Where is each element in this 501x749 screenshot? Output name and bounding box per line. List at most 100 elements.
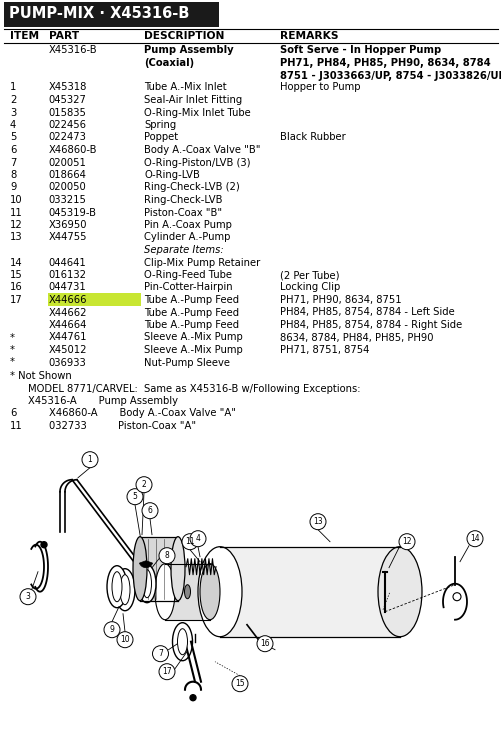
Text: ITEM: ITEM [10,31,39,41]
Text: X44664: X44664 [49,320,87,330]
Circle shape [381,609,387,615]
Ellipse shape [171,537,185,601]
Ellipse shape [199,564,219,619]
Text: 8634, 8784, PH84, PH85, PH90: 8634, 8784, PH84, PH85, PH90 [279,333,432,342]
Ellipse shape [112,571,122,601]
Text: O-Ring-Piston/LVB (3): O-Ring-Piston/LVB (3) [144,157,250,168]
Text: 16: 16 [10,282,23,293]
Circle shape [104,622,120,637]
Text: X44666: X44666 [49,295,87,305]
Text: MODEL 8771/CARVEL:  Same as X45316-B w/Following Exceptions:: MODEL 8771/CARVEL: Same as X45316-B w/Fo… [28,383,360,393]
Text: X44761: X44761 [49,333,87,342]
Text: 11: 11 [185,537,194,546]
Text: 15: 15 [235,679,244,688]
Text: Ring-Check-LVB (2): Ring-Check-LVB (2) [144,183,239,192]
Text: PH71, 8751, 8754: PH71, 8751, 8754 [279,345,368,355]
Text: Sleeve A.-Mix Pump: Sleeve A.-Mix Pump [144,333,242,342]
Text: 11: 11 [10,421,23,431]
Text: 1: 1 [88,455,92,464]
Text: 044641: 044641 [49,258,86,267]
Text: 022456: 022456 [49,120,87,130]
Text: 5: 5 [10,133,17,142]
Text: Seal-Air Inlet Fitting: Seal-Air Inlet Fitting [144,95,242,105]
Circle shape [136,476,152,493]
Bar [4,2,218,27]
Text: X46860-A       Body A.-Coax Valve "A": X46860-A Body A.-Coax Valve "A" [49,408,235,419]
Ellipse shape [115,568,135,610]
Text: Pump Assembly
(Coaxial): Pump Assembly (Coaxial) [144,45,233,68]
Text: 044731: 044731 [49,282,86,293]
Text: 8: 8 [10,170,16,180]
Circle shape [182,534,197,550]
Text: DESCRIPTION: DESCRIPTION [144,31,224,41]
Text: 4: 4 [10,120,16,130]
Text: 12: 12 [10,220,23,230]
Text: O-Ring-Mix Inlet Tube: O-Ring-Mix Inlet Tube [144,108,250,118]
Ellipse shape [377,547,421,637]
Text: Spring: Spring [144,120,176,130]
Text: Separate Items:: Separate Items: [144,245,223,255]
Circle shape [127,488,143,505]
Text: Cylinder A.-Pump: Cylinder A.-Pump [144,232,230,243]
Circle shape [20,589,36,604]
Text: 5: 5 [132,492,137,501]
Circle shape [159,664,175,679]
Circle shape [398,534,414,550]
Text: 020051: 020051 [49,157,86,168]
Text: 015835: 015835 [49,108,86,118]
Text: (2 Per Tube): (2 Per Tube) [279,270,339,280]
Text: 033215: 033215 [49,195,86,205]
Text: X45316-A       Pump Assembly: X45316-A Pump Assembly [28,396,178,406]
Text: X36950: X36950 [49,220,87,230]
Circle shape [117,631,133,648]
Text: *: * [10,345,15,355]
Ellipse shape [107,565,127,607]
Ellipse shape [197,547,241,637]
Text: 10: 10 [120,635,130,644]
Text: X45316-B: X45316-B [49,45,97,55]
Circle shape [82,452,98,467]
Text: Piston-Coax "B": Piston-Coax "B" [144,207,222,217]
Text: PH84, PH85, 8754, 8784 - Left Side: PH84, PH85, 8754, 8784 - Left Side [279,308,453,318]
Text: 15: 15 [10,270,23,280]
Text: 9: 9 [109,625,114,634]
Circle shape [159,548,175,564]
Text: 2: 2 [10,95,17,105]
Ellipse shape [177,628,187,655]
Text: O-Ring-LVB: O-Ring-LVB [144,170,199,180]
Text: O-Ring-Feed Tube: O-Ring-Feed Tube [144,270,231,280]
Text: Tube A.-Mix Inlet: Tube A.-Mix Inlet [144,82,226,92]
Text: 045319-B: 045319-B [49,207,97,217]
Ellipse shape [133,537,147,601]
Text: X45012: X45012 [49,345,87,355]
Ellipse shape [142,570,151,598]
Text: Sleeve A.-Mix Pump: Sleeve A.-Mix Pump [144,345,242,355]
Text: Soft Serve - In Hopper Pump
PH71, PH84, PH85, PH90, 8634, 8784
8751 - J3033663/U: Soft Serve - In Hopper Pump PH71, PH84, … [279,45,501,81]
Text: 6: 6 [147,506,152,515]
Circle shape [142,503,158,519]
Text: PH84, PH85, 8754, 8784 - Right Side: PH84, PH85, 8754, 8784 - Right Side [279,320,461,330]
Text: Nut-Pump Sleeve: Nut-Pump Sleeve [144,357,229,368]
Text: X46860-B: X46860-B [49,145,97,155]
Text: Tube A.-Pump Feed: Tube A.-Pump Feed [144,295,238,305]
Circle shape [189,695,195,701]
Bar [48,293,141,306]
Ellipse shape [172,622,192,661]
Text: 2: 2 [141,480,146,489]
Ellipse shape [120,574,130,604]
Text: Tube A.-Pump Feed: Tube A.-Pump Feed [144,320,238,330]
Text: Tube A.-Pump Feed: Tube A.-Pump Feed [144,308,238,318]
Text: 7: 7 [10,157,17,168]
Text: 13: 13 [313,518,322,527]
Text: 9: 9 [10,183,17,192]
Text: X45318: X45318 [49,82,87,92]
Text: 3: 3 [10,108,16,118]
Text: 020050: 020050 [49,183,86,192]
Text: 036933: 036933 [49,357,86,368]
Text: 13: 13 [10,232,23,243]
Text: * Not Shown: * Not Shown [10,371,72,381]
Text: 14: 14 [469,534,479,543]
Ellipse shape [184,585,190,598]
Text: 8: 8 [164,551,169,560]
Text: 11: 11 [10,207,23,217]
